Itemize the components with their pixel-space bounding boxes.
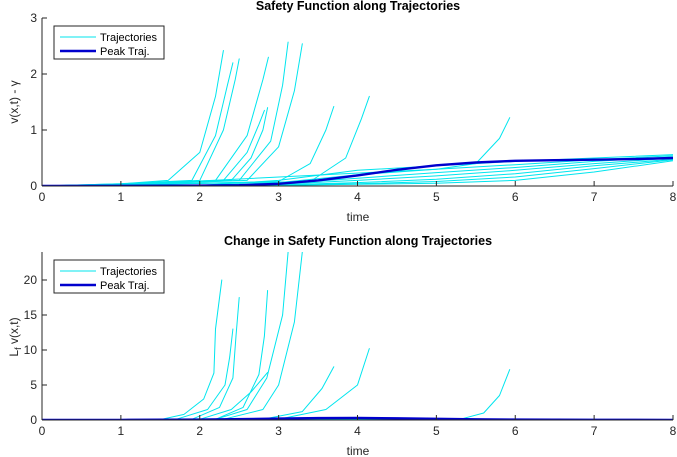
y-tick-label: 10 xyxy=(24,343,38,357)
y-axis-label-rest: v(x,t) xyxy=(7,317,21,347)
y-axis-label-main: L xyxy=(7,350,21,357)
x-tick-label: 3 xyxy=(275,424,282,438)
y-tick-label: 15 xyxy=(24,308,38,322)
y-tick-label: 0 xyxy=(30,413,37,427)
x-tick-label: 1 xyxy=(118,190,125,204)
x-tick-label: 4 xyxy=(354,190,361,204)
x-tick-label: 2 xyxy=(196,424,203,438)
legend-label-trajectories: Trajectories xyxy=(100,266,158,278)
legend-label-peak: Peak Traj. xyxy=(100,46,150,58)
y-tick-label: 2 xyxy=(30,67,37,81)
x-tick-label: 5 xyxy=(433,424,440,438)
chart-safety-function: Safety Function along Trajectories 0 1 2 3 4… xyxy=(7,0,677,224)
x-axis-label: time xyxy=(347,210,370,224)
y-tick-label: 20 xyxy=(24,273,38,287)
legend-box xyxy=(53,259,165,294)
y-tick-label: 3 xyxy=(30,11,37,25)
y-tick-label: 1 xyxy=(30,123,37,137)
y-axis-label-subscript: f xyxy=(13,347,23,350)
axes: 0 1 2 3 4 5 6 7 8 0 5 10 15 20 xyxy=(24,252,677,438)
x-tick-label: 6 xyxy=(512,424,519,438)
x-tick-label: 7 xyxy=(591,190,598,204)
x-tick-label: 3 xyxy=(275,190,282,204)
y-tick-label: 5 xyxy=(30,378,37,392)
legend-box xyxy=(53,25,165,60)
x-tick-label: 2 xyxy=(196,190,203,204)
x-tick-label: 8 xyxy=(670,424,677,438)
x-tick-label: 4 xyxy=(354,424,361,438)
y-axis-label: Lf v(x,t) xyxy=(7,317,23,356)
chart-title: Change in Safety Function along Trajecto… xyxy=(224,234,492,248)
series-line-peak-traj xyxy=(42,156,673,186)
axes: 0 1 2 3 4 5 6 7 8 0 1 2 3 xyxy=(30,11,676,204)
y-tick-label: 0 xyxy=(30,179,37,193)
y-axis-label: v(x,t) - γ xyxy=(7,80,21,123)
x-axis-label: time xyxy=(347,444,370,457)
chart-change-in-safety-function: Change in Safety Function along Trajecto… xyxy=(7,234,677,457)
x-tick-label: 6 xyxy=(512,190,519,204)
x-tick-label: 1 xyxy=(118,424,125,438)
legend-label-peak: Peak Traj. xyxy=(100,280,150,292)
x-tick-label: 0 xyxy=(39,424,46,438)
x-tick-label: 0 xyxy=(39,190,46,204)
plot-area xyxy=(42,41,673,186)
x-tick-label: 7 xyxy=(591,424,598,438)
x-tick-label: 8 xyxy=(670,190,677,204)
legend: Trajectories Peak Traj. xyxy=(53,259,165,294)
x-tick-label: 5 xyxy=(433,190,440,204)
chart-title: Safety Function along Trajectories xyxy=(256,0,460,13)
legend: Trajectories Peak Traj. xyxy=(53,25,165,60)
legend-label-trajectories: Trajectories xyxy=(100,32,158,44)
